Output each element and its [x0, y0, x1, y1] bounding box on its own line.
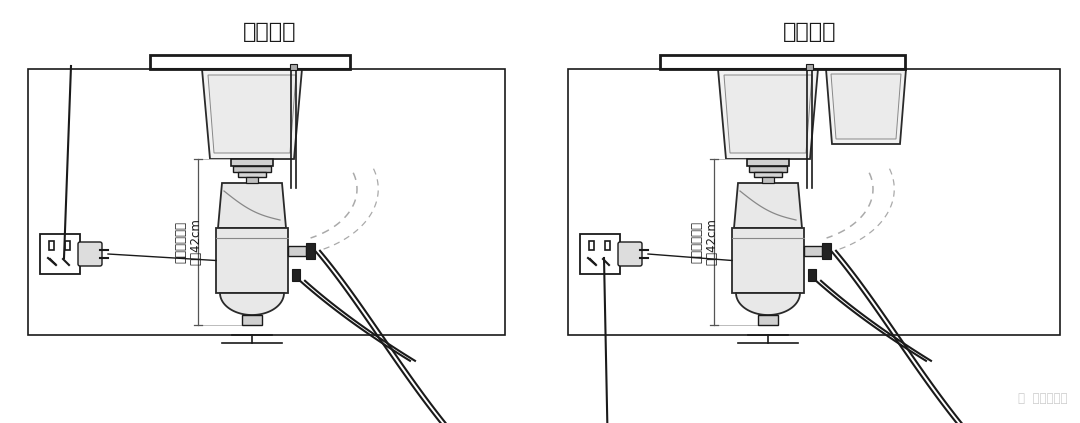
- Text: 双槽安装: 双槽安装: [783, 22, 837, 42]
- Bar: [49, 241, 54, 250]
- Bar: [40, 234, 80, 274]
- Bar: [238, 172, 266, 177]
- Bar: [750, 166, 787, 172]
- Bar: [150, 55, 350, 69]
- Bar: [568, 69, 1059, 335]
- Bar: [806, 64, 813, 70]
- Polygon shape: [734, 183, 802, 228]
- Bar: [246, 177, 258, 183]
- Bar: [288, 246, 306, 256]
- Bar: [754, 172, 782, 177]
- Polygon shape: [202, 69, 302, 159]
- Text: 单槽安装: 单槽安装: [243, 22, 297, 42]
- Polygon shape: [735, 293, 800, 315]
- Bar: [660, 55, 905, 69]
- Bar: [292, 269, 300, 281]
- Bar: [762, 177, 774, 183]
- Polygon shape: [208, 75, 296, 153]
- Polygon shape: [220, 293, 284, 315]
- Polygon shape: [724, 75, 812, 153]
- FancyBboxPatch shape: [78, 242, 102, 266]
- Bar: [808, 269, 816, 281]
- Bar: [605, 241, 610, 250]
- Polygon shape: [826, 69, 906, 144]
- Bar: [233, 166, 271, 172]
- FancyBboxPatch shape: [618, 242, 642, 266]
- Polygon shape: [218, 183, 286, 228]
- Bar: [747, 159, 789, 166]
- Bar: [28, 69, 505, 335]
- Bar: [306, 243, 315, 259]
- Bar: [291, 64, 297, 70]
- Bar: [65, 241, 70, 250]
- Polygon shape: [831, 74, 901, 139]
- Bar: [589, 241, 594, 250]
- Polygon shape: [718, 69, 818, 159]
- Bar: [758, 315, 778, 325]
- Text: 水槽底至柜底
至少42cm: 水槽底至柜底 至少42cm: [174, 219, 202, 266]
- Text: 水槽底至柜底
至少42cm: 水槽底至柜底 至少42cm: [690, 219, 718, 266]
- Bar: [580, 234, 620, 274]
- Bar: [822, 243, 831, 259]
- Bar: [242, 315, 262, 325]
- Bar: [216, 228, 288, 293]
- Text: 值  什么值得买: 值 什么值得买: [1018, 392, 1068, 405]
- Bar: [732, 228, 804, 293]
- Bar: [804, 246, 822, 256]
- Bar: [231, 159, 273, 166]
